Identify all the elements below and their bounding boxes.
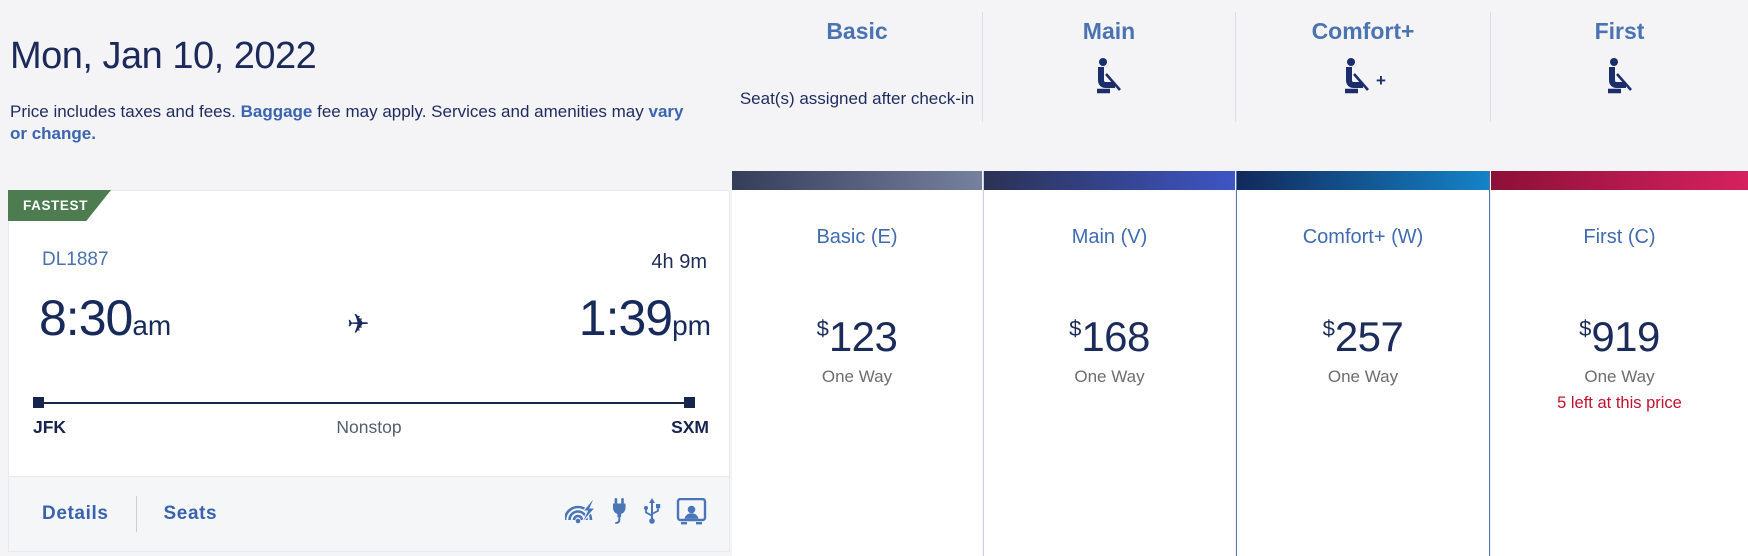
fare-disclaimer: Price includes taxes and fees. Baggage f… [10,101,700,146]
fare-cell-label: First (C) [1583,226,1656,248]
departure-time: 8:30am [39,290,172,346]
stops-label: Nonstop [336,417,402,437]
currency-symbol: $ [1069,316,1082,341]
seat-icon [1092,57,1126,95]
fare-header-label: Basic [826,18,888,44]
currency-symbol: $ [1579,316,1592,341]
currency-symbol: $ [816,316,829,341]
route-line [38,402,694,404]
origin-code: JFK [33,417,67,437]
fare-type-label: One Way [1074,367,1145,386]
fastest-badge: FASTEST [8,190,111,221]
vary-or-change-link[interactable]: vary or change. [10,102,684,144]
airplane-icon: ✈ [347,309,370,340]
baggage-link[interactable]: Baggage [240,102,313,121]
wifi-icon [563,498,597,530]
flight-number-link[interactable]: DL1887 [42,249,109,270]
fare-gradient-bar [1491,171,1748,190]
route-destination-marker [684,397,695,408]
fare-header-label: Comfort+ [1311,18,1415,44]
fare-gradient-bar [1237,171,1489,190]
flight-duration: 4h 9m [651,251,707,273]
fare-cell-label: Main (V) [1071,226,1148,248]
plus-sign: + [1376,71,1386,90]
footer-divider [135,496,137,532]
disclaimer-text-2: fee may apply. Services and amenities ma… [317,102,644,121]
fare-header-basic: Basic Seat(s) assigned after check-in [732,18,982,109]
fare-price: $123 [816,313,898,360]
entertainment-icon [676,497,707,530]
fare-cell-main[interactable]: Main (V) $168 One Way [983,171,1235,556]
route-labels: JFK Nonstop SXM [9,417,729,441]
fare-gradient-bar [984,171,1235,190]
fare-price: $919 [1579,313,1660,360]
fare-type-label: One Way [1327,367,1399,386]
fare-type-label: One Way [1584,367,1655,386]
basic-seat-note: Seat(s) assigned after check-in [739,89,975,108]
seats-link[interactable]: Seats [163,503,218,524]
destination-code: SXM [671,417,709,437]
seat-plus-icon: + [1340,57,1386,95]
fare-header-first: First [1491,18,1748,95]
header-divider [1490,12,1491,122]
fare-cell-label: Basic (E) [816,226,898,248]
fare-price: $257 [1322,313,1404,360]
seat-icon [1603,57,1637,95]
route-origin-marker [33,397,44,408]
disclaimer-text-1: Price includes taxes and fees. [10,102,236,121]
availability-note: 5 left at this price [1557,394,1682,412]
date-heading: Mon, Jan 10, 2022 [10,35,317,78]
amenity-icons [563,497,707,530]
fare-cell-basic[interactable]: Basic (E) $123 One Way [732,171,982,556]
card-footer: Details Seats [9,476,729,551]
fare-cell-first[interactable]: First (C) $919 One Way 5 left at this pr… [1491,171,1748,556]
fare-price: $168 [1069,313,1150,360]
arrival-time: 1:39pm [578,290,711,346]
fare-header-label: First [1594,18,1645,44]
usb-icon [643,498,661,530]
fare-header-main: Main [983,18,1235,95]
currency-symbol: $ [1322,316,1335,341]
fare-cell-comfort-plus[interactable]: Comfort+ (W) $257 One Way [1236,171,1490,556]
power-icon [611,498,628,530]
flight-card: FASTEST DL1887 4h 9m 8:30am ✈ 1:39pm JFK… [8,190,730,552]
fare-header-label: Main [1082,18,1136,44]
header-divider [982,12,983,122]
fare-cell-label: Comfort+ (W) [1302,226,1424,248]
fare-gradient-bar [732,171,982,190]
fare-header-comfort-plus: Comfort+ + [1236,18,1490,95]
fare-type-label: One Way [821,367,893,386]
details-link[interactable]: Details [42,503,109,524]
header-divider [1235,12,1236,122]
